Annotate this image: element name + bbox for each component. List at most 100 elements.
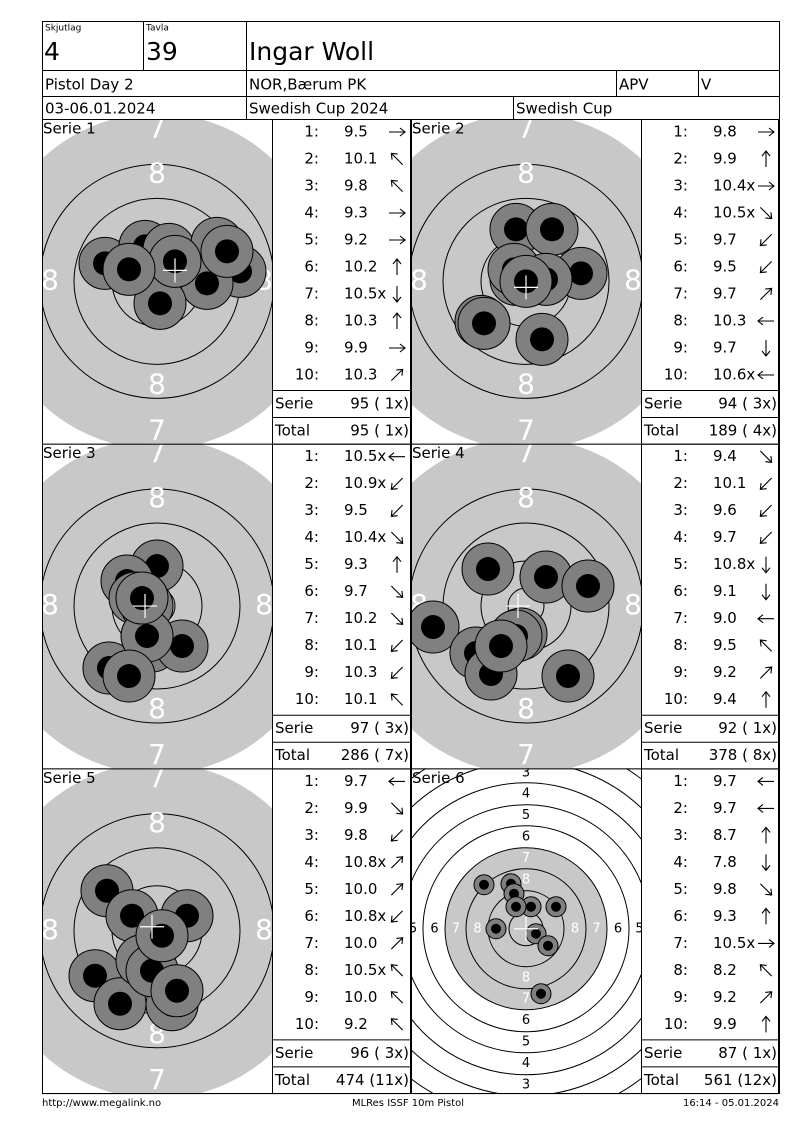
- shot-direction: [759, 477, 773, 490]
- ring-label: 8: [517, 692, 535, 725]
- total-score: 561 (12x): [704, 1071, 777, 1089]
- competition: Swedish Cup 2024: [249, 100, 388, 118]
- shot-direction: [390, 666, 404, 679]
- ring: [411, 782, 641, 1076]
- shot-hole: [536, 988, 546, 999]
- scale-label: 4: [522, 1056, 530, 1071]
- arrow: [392, 555, 402, 573]
- ring-label: 8: [624, 263, 642, 296]
- scale-label: 7: [592, 921, 600, 936]
- shot-score: 9.8: [713, 880, 737, 898]
- shot-direction: [390, 368, 404, 382]
- shot-number: 1:: [673, 447, 688, 465]
- shot-number: 6:: [673, 907, 688, 925]
- shot-score: 10.2: [344, 609, 377, 627]
- shot-number: 8:: [673, 636, 688, 654]
- shot-direction: [389, 343, 406, 353]
- serie-label: Serie: [644, 395, 682, 413]
- shot-score: 9.9: [344, 799, 368, 817]
- shot-number: 4:: [673, 853, 688, 871]
- shot-number: 9:: [304, 988, 319, 1006]
- squad-label: Skjutlag: [45, 24, 81, 34]
- shot-number: 7:: [673, 609, 688, 627]
- arrow: [759, 666, 773, 679]
- arrow: [761, 690, 771, 708]
- shot-number: 8:: [304, 312, 319, 330]
- arrow: [759, 477, 773, 490]
- shot-score: 9.2: [713, 988, 737, 1006]
- shot-direction: [759, 504, 773, 517]
- total-label: Total: [274, 746, 310, 764]
- ring-label: 8: [517, 156, 535, 189]
- shot-number: 2:: [673, 150, 688, 168]
- shot-hole: [95, 878, 119, 903]
- shot-direction: [388, 776, 405, 786]
- shot-number: 9:: [673, 988, 688, 1006]
- shot-hole: [479, 879, 489, 890]
- serie-score: 92 ( 1x): [718, 719, 777, 737]
- shot-direction: [390, 1018, 404, 1031]
- arrow: [761, 1015, 771, 1033]
- shot-direction: [390, 152, 404, 166]
- cup: Swedish Cup: [516, 100, 612, 118]
- shot-hole: [130, 586, 154, 611]
- shot-score: 9.5: [713, 636, 737, 654]
- shot-direction: [761, 150, 771, 167]
- shot-number: 10:: [664, 366, 688, 384]
- total-label: Total: [274, 1071, 310, 1089]
- shot-number: 4:: [673, 528, 688, 546]
- class2: V: [701, 76, 712, 94]
- shot-hole: [108, 991, 132, 1016]
- shot-hole: [120, 903, 144, 928]
- shooter-name: Ingar Woll: [249, 37, 374, 66]
- shot-score: 10.3: [344, 663, 377, 681]
- shot-number: 2:: [304, 474, 319, 492]
- arrow: [390, 612, 404, 625]
- footer-right: 16:14 - 05.01.2024: [683, 1098, 779, 1109]
- shot-hole: [509, 888, 519, 899]
- shot-direction: [761, 690, 771, 708]
- shot-direction: [389, 208, 406, 218]
- shot-direction: [390, 179, 404, 193]
- shot-number: 1:: [673, 772, 688, 790]
- shot-number: 2:: [673, 799, 688, 817]
- arrow: [759, 504, 773, 517]
- total-label: Total: [274, 422, 310, 440]
- arrow: [759, 991, 773, 1004]
- arrow: [390, 937, 404, 950]
- shot-direction: [390, 531, 404, 544]
- arrow: [761, 826, 771, 844]
- shot-direction: [388, 452, 405, 462]
- shot-number: 4:: [304, 853, 319, 871]
- ring: [411, 804, 641, 1054]
- lane-label: Tavla: [145, 24, 169, 34]
- scale-label: 4: [522, 787, 530, 802]
- shot-number: 8:: [673, 961, 688, 979]
- shot-number: 5:: [673, 231, 688, 249]
- scale-label: 6: [430, 921, 438, 936]
- shot-score: 9.8: [344, 177, 368, 195]
- ring-label: 8: [41, 588, 59, 621]
- arrow: [757, 803, 774, 813]
- serie-label: Serie: [644, 1044, 682, 1062]
- shot-score: 9.7: [713, 528, 737, 546]
- shot-direction: [758, 181, 775, 191]
- shot-score: 9.4: [713, 690, 737, 708]
- scale-label: 3: [522, 765, 530, 780]
- total-score: 189 ( 4x): [709, 422, 777, 440]
- arrow: [390, 856, 404, 869]
- shot-hole: [556, 664, 580, 689]
- scale-label: 5: [522, 808, 530, 823]
- total-label: Total: [643, 422, 679, 440]
- shot-score: 10.2: [344, 258, 377, 276]
- ring: [73, 522, 241, 690]
- scale-label: 5: [635, 921, 643, 936]
- arrow: [390, 477, 404, 490]
